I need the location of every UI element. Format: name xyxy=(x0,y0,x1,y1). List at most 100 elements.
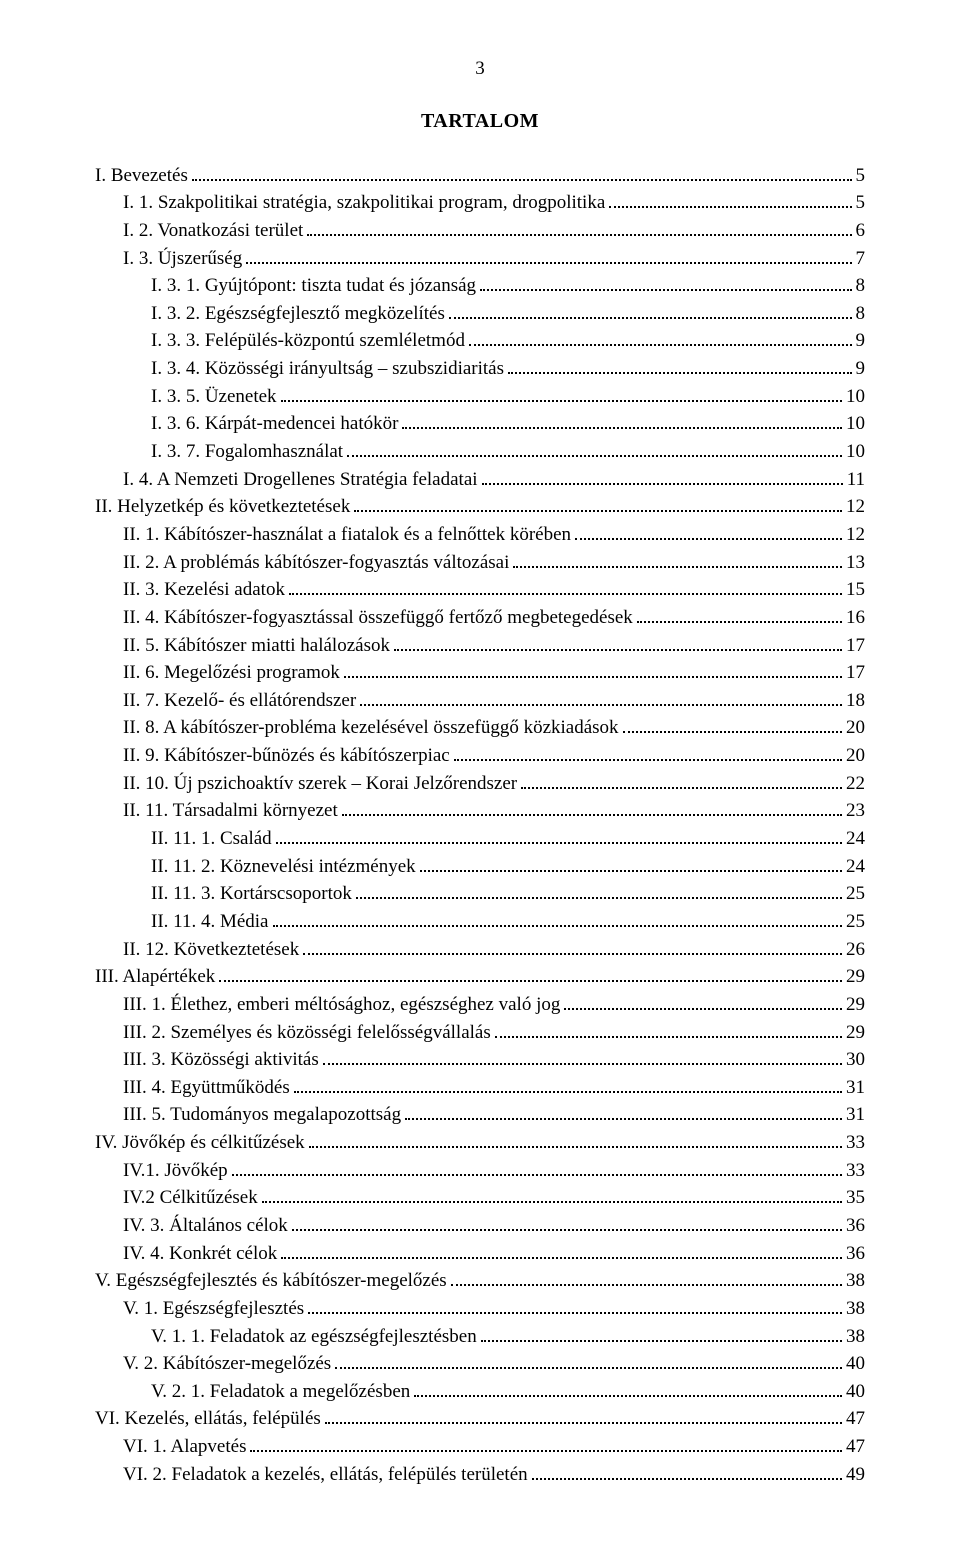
toc-dot-leader xyxy=(481,1322,842,1341)
toc-row: II. 8. A kábítószer-probléma kezelésével… xyxy=(95,714,865,742)
toc-row: II. 1. Kábítószer-használat a fiatalok é… xyxy=(95,521,865,549)
toc-row: III. 3. Közösségi aktivitás 30 xyxy=(95,1046,865,1074)
toc-entry-page: 26 xyxy=(846,936,865,964)
toc-entry-page: 9 xyxy=(856,327,866,355)
toc-entry-label: V. 2. 1. Feladatok a megelőzésben xyxy=(151,1378,410,1406)
toc-dot-leader xyxy=(347,438,842,457)
toc-entry-label: III. 2. Személyes és közösségi felelőssé… xyxy=(123,1019,491,1047)
toc-container: I. Bevezetés 5I. 1. Szakpolitikai straté… xyxy=(95,162,865,1489)
toc-dot-leader xyxy=(402,410,842,429)
toc-row: II. 9. Kábítószer-bűnözés és kábítószerp… xyxy=(95,742,865,770)
toc-row: I. 1. Szakpolitikai stratégia, szakpolit… xyxy=(95,189,865,217)
toc-dot-leader xyxy=(521,770,842,789)
toc-dot-leader xyxy=(495,1018,842,1037)
toc-entry-label: VI. 2. Feladatok a kezelés, ellátás, fel… xyxy=(123,1461,528,1489)
toc-row: I. 4. A Nemzeti Drogellenes Stratégia fe… xyxy=(95,466,865,494)
toc-row: I. 3. 5. Üzenetek 10 xyxy=(95,383,865,411)
toc-dot-leader xyxy=(219,963,842,982)
toc-entry-page: 6 xyxy=(856,217,866,245)
toc-entry-page: 23 xyxy=(846,797,865,825)
toc-dot-leader xyxy=(192,162,852,181)
toc-row: I. 3. 7. Fogalomhasználat 10 xyxy=(95,438,865,466)
toc-entry-page: 17 xyxy=(846,632,865,660)
toc-entry-label: III. 1. Élethez, emberi méltósághoz, egé… xyxy=(123,991,560,1019)
toc-entry-page: 17 xyxy=(846,659,865,687)
toc-dot-leader xyxy=(308,1295,842,1314)
toc-entry-page: 29 xyxy=(846,1019,865,1047)
toc-dot-leader xyxy=(508,355,851,374)
toc-entry-label: III. 4. Együttműködés xyxy=(123,1074,290,1102)
toc-entry-label: I. 3. Újszerűség xyxy=(123,245,242,273)
toc-entry-label: II. 12. Következtetések xyxy=(123,936,299,964)
toc-dot-leader xyxy=(303,935,842,954)
toc-entry-label: II. 3. Kezelési adatok xyxy=(123,576,285,604)
toc-entry-label: II. Helyzetkép és következtetések xyxy=(95,493,350,521)
toc-entry-label: IV. Jövőkép és célkitűzések xyxy=(95,1129,305,1157)
toc-dot-leader xyxy=(414,1378,842,1397)
toc-row: V. 2. 1. Feladatok a megelőzésben 40 xyxy=(95,1378,865,1406)
toc-dot-leader xyxy=(532,1461,842,1480)
toc-row: I. 3. 2. Egészségfejlesztő megközelítés … xyxy=(95,300,865,328)
toc-dot-leader xyxy=(637,604,842,623)
toc-dot-leader xyxy=(307,217,851,236)
toc-entry-label: I. 3. 6. Kárpát-medencei hatókör xyxy=(151,410,398,438)
toc-row: IV.1. Jövőkép 33 xyxy=(95,1157,865,1185)
toc-dot-leader xyxy=(513,549,842,568)
toc-entry-label: II. 1. Kábítószer-használat a fiatalok é… xyxy=(123,521,571,549)
toc-entry-page: 29 xyxy=(846,991,865,1019)
toc-dot-leader xyxy=(405,1101,842,1120)
toc-row: II. 2. A problémás kábítószer-fogyasztás… xyxy=(95,549,865,577)
toc-row: IV. 3. Általános célok 36 xyxy=(95,1212,865,1240)
toc-row: II. 7. Kezelő- és ellátórendszer 18 xyxy=(95,687,865,715)
toc-row: V. 1. 1. Feladatok az egészségfejlesztés… xyxy=(95,1322,865,1350)
toc-dot-leader xyxy=(360,687,842,706)
toc-dot-leader xyxy=(454,742,842,761)
toc-row: II. 11. Társadalmi környezet 23 xyxy=(95,797,865,825)
toc-row: I. Bevezetés 5 xyxy=(95,162,865,190)
toc-entry-page: 38 xyxy=(846,1295,865,1323)
toc-entry-label: II. 11. Társadalmi környezet xyxy=(123,797,338,825)
toc-entry-page: 33 xyxy=(846,1129,865,1157)
toc-dot-leader xyxy=(276,825,842,844)
toc-row: II. 5. Kábítószer miatti halálozások 17 xyxy=(95,631,865,659)
toc-entry-page: 11 xyxy=(847,466,865,494)
toc-entry-page: 33 xyxy=(846,1157,865,1185)
toc-row: II. 11. 1. Család 24 xyxy=(95,825,865,853)
toc-entry-page: 35 xyxy=(846,1184,865,1212)
toc-dot-leader xyxy=(482,466,843,485)
toc-row: II. 11. 3. Kortárscsoportok 25 xyxy=(95,880,865,908)
toc-entry-label: II. 5. Kábítószer miatti halálozások xyxy=(123,632,390,660)
toc-entry-page: 5 xyxy=(856,189,866,217)
toc-dot-leader xyxy=(451,1267,842,1286)
toc-entry-label: IV. 4. Konkrét célok xyxy=(123,1240,277,1268)
toc-entry-label: II. 8. A kábítószer-probléma kezelésével… xyxy=(123,714,619,742)
toc-dot-leader xyxy=(354,493,842,512)
toc-entry-label: III. Alapértékek xyxy=(95,963,215,991)
page: 3 TARTALOM I. Bevezetés 5I. 1. Szakpolit… xyxy=(0,0,960,1548)
toc-entry-label: IV. 3. Általános célok xyxy=(123,1212,288,1240)
toc-row: VI. 2. Feladatok a kezelés, ellátás, fel… xyxy=(95,1461,865,1489)
toc-row: II. 11. 2. Köznevelési intézmények 24 xyxy=(95,853,865,881)
toc-dot-leader xyxy=(246,244,851,263)
toc-entry-page: 30 xyxy=(846,1046,865,1074)
toc-entry-page: 25 xyxy=(846,880,865,908)
toc-entry-label: V. 2. Kábítószer-megelőzés xyxy=(123,1350,331,1378)
toc-row: IV. Jövőkép és célkitűzések 33 xyxy=(95,1129,865,1157)
toc-dot-leader xyxy=(609,189,851,208)
toc-dot-leader xyxy=(292,1212,842,1231)
toc-entry-label: VI. Kezelés, ellátás, felépülés xyxy=(95,1405,321,1433)
toc-dot-leader xyxy=(335,1350,842,1369)
toc-entry-page: 5 xyxy=(856,162,866,190)
toc-dot-leader xyxy=(294,1074,842,1093)
toc-entry-label: II. 11. 2. Köznevelési intézmények xyxy=(151,853,416,881)
toc-entry-label: II. 11. 1. Család xyxy=(151,825,272,853)
toc-entry-page: 24 xyxy=(846,853,865,881)
toc-row: I. 3. Újszerűség 7 xyxy=(95,244,865,272)
toc-entry-label: III. 3. Közösségi aktivitás xyxy=(123,1046,319,1074)
toc-dot-leader xyxy=(356,880,842,899)
page-number: 3 xyxy=(95,55,865,83)
toc-dot-leader xyxy=(623,714,842,733)
toc-row: I. 3. 3. Felépülés-központú szemléletmód… xyxy=(95,327,865,355)
toc-entry-label: II. 11. 3. Kortárscsoportok xyxy=(151,880,352,908)
toc-entry-label: VI. 1. Alapvetés xyxy=(123,1433,246,1461)
